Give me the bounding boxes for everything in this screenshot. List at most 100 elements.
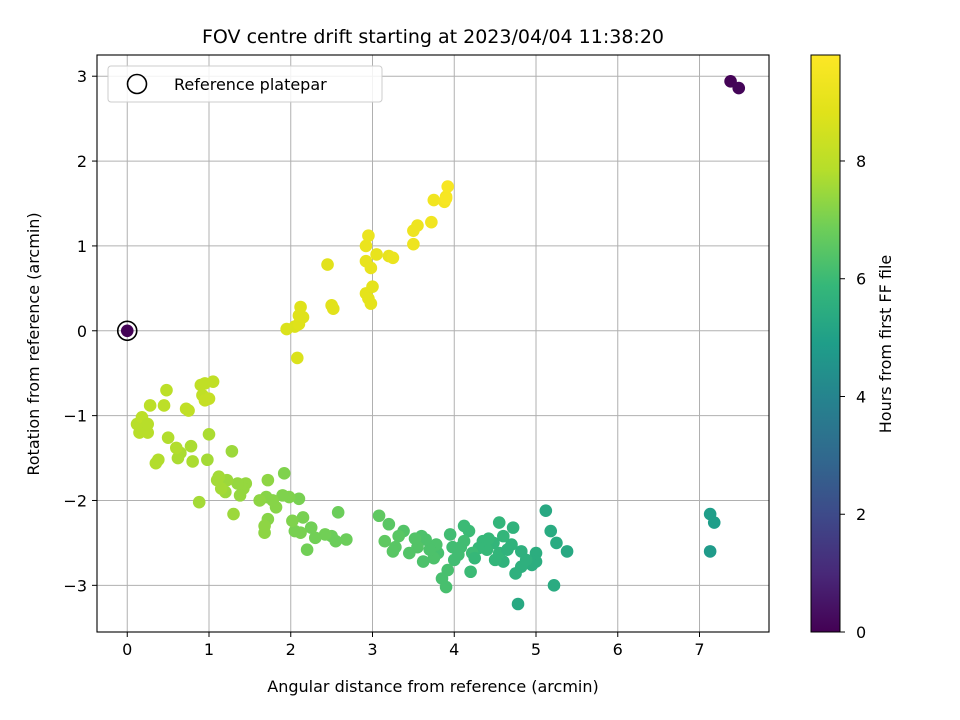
y-axis-ticks: −3 −2 −1 0 1 2 3 [63, 67, 97, 595]
x-tick-label: 4 [449, 640, 459, 659]
data-point [408, 532, 422, 545]
data-point [411, 219, 424, 232]
x-axis-ticks: 0 1 2 3 4 5 6 7 [122, 632, 705, 659]
data-point [202, 392, 216, 405]
data-point [423, 543, 437, 556]
data-point [416, 555, 430, 568]
data-point [286, 514, 299, 528]
data-point [292, 309, 306, 322]
x-tick-label: 0 [122, 640, 132, 659]
data-point [292, 492, 306, 506]
data-point [201, 453, 214, 467]
data-point [506, 521, 520, 534]
data-point [382, 517, 396, 531]
colorbar-ticks: 0 2 4 6 8 [840, 152, 866, 642]
data-point [511, 597, 525, 611]
data-point [143, 399, 157, 412]
data-point [300, 543, 314, 556]
colorbar-tick-label: 6 [856, 270, 866, 289]
data-point [233, 489, 247, 502]
data-point [464, 565, 477, 579]
data-point [501, 543, 514, 556]
data-point [288, 524, 302, 538]
colorbar: 0 2 4 6 8 Hours from first FF file [810, 54, 895, 642]
data-point [206, 375, 220, 388]
data-point [366, 280, 379, 293]
data-point [258, 526, 271, 540]
reference-point [120, 324, 134, 338]
data-point [171, 451, 185, 465]
data-point [407, 237, 420, 251]
data-point [703, 545, 717, 558]
colorbar-label: Hours from first FF file [876, 255, 895, 434]
data-point [141, 417, 154, 431]
data-point [488, 553, 502, 567]
data-point [186, 455, 199, 468]
data-point [160, 383, 173, 397]
data-point [427, 193, 441, 207]
data-point [443, 528, 457, 541]
data-point [392, 529, 405, 543]
x-tick-label: 3 [367, 640, 377, 659]
y-tick-label: −1 [63, 407, 87, 426]
data-point [519, 553, 533, 567]
data-point [447, 553, 461, 567]
x-tick-label: 2 [286, 640, 296, 659]
data-point [435, 572, 449, 585]
x-axis-label: Angular distance from reference (arcmin) [267, 677, 598, 696]
data-point [340, 533, 353, 546]
data-point [454, 540, 468, 554]
legend: Reference platepar [107, 65, 383, 103]
data-point [202, 427, 216, 441]
data-point [321, 258, 334, 271]
colorbar-tick-label: 4 [856, 387, 866, 406]
grid [97, 55, 769, 632]
colorbar-tick-label: 2 [856, 505, 866, 524]
data-point [550, 536, 563, 550]
y-tick-label: −2 [63, 491, 87, 510]
y-tick-label: 1 [77, 237, 87, 256]
data-point [359, 239, 373, 253]
data-point [276, 489, 289, 502]
data-point [364, 261, 378, 275]
data-point [386, 251, 400, 265]
reference-marker-group [116, 320, 138, 342]
data-points [130, 75, 746, 611]
x-tick-label: 7 [694, 640, 704, 659]
data-point [364, 297, 378, 310]
data-point [441, 180, 455, 193]
data-point [296, 511, 310, 524]
data-point [362, 229, 375, 243]
data-point [544, 524, 558, 538]
data-point [732, 81, 746, 95]
data-point [547, 579, 561, 592]
y-tick-label: 3 [77, 67, 87, 86]
data-point [539, 504, 553, 517]
data-point [192, 495, 206, 509]
data-point [253, 494, 266, 507]
y-tick-label: 0 [77, 322, 87, 341]
data-point [182, 404, 195, 417]
data-point [161, 431, 175, 444]
data-point [497, 529, 510, 543]
data-point [308, 531, 322, 545]
plot-frame [96, 54, 770, 633]
data-point [184, 439, 198, 453]
data-point [231, 477, 244, 490]
data-point [225, 444, 239, 458]
data-point [277, 467, 291, 480]
x-tick-label: 5 [531, 640, 541, 659]
data-point [304, 521, 318, 534]
data-point [261, 473, 275, 487]
data-point [169, 441, 183, 455]
data-point [372, 509, 386, 523]
data-point [386, 545, 400, 558]
data-point [707, 516, 721, 529]
data-point [560, 545, 574, 558]
colorbar-tick-label: 0 [856, 623, 866, 642]
colorbar-gradient [810, 54, 841, 633]
y-tick-label: −3 [63, 576, 87, 595]
data-point [492, 516, 506, 529]
legend-reference-marker [126, 73, 148, 95]
